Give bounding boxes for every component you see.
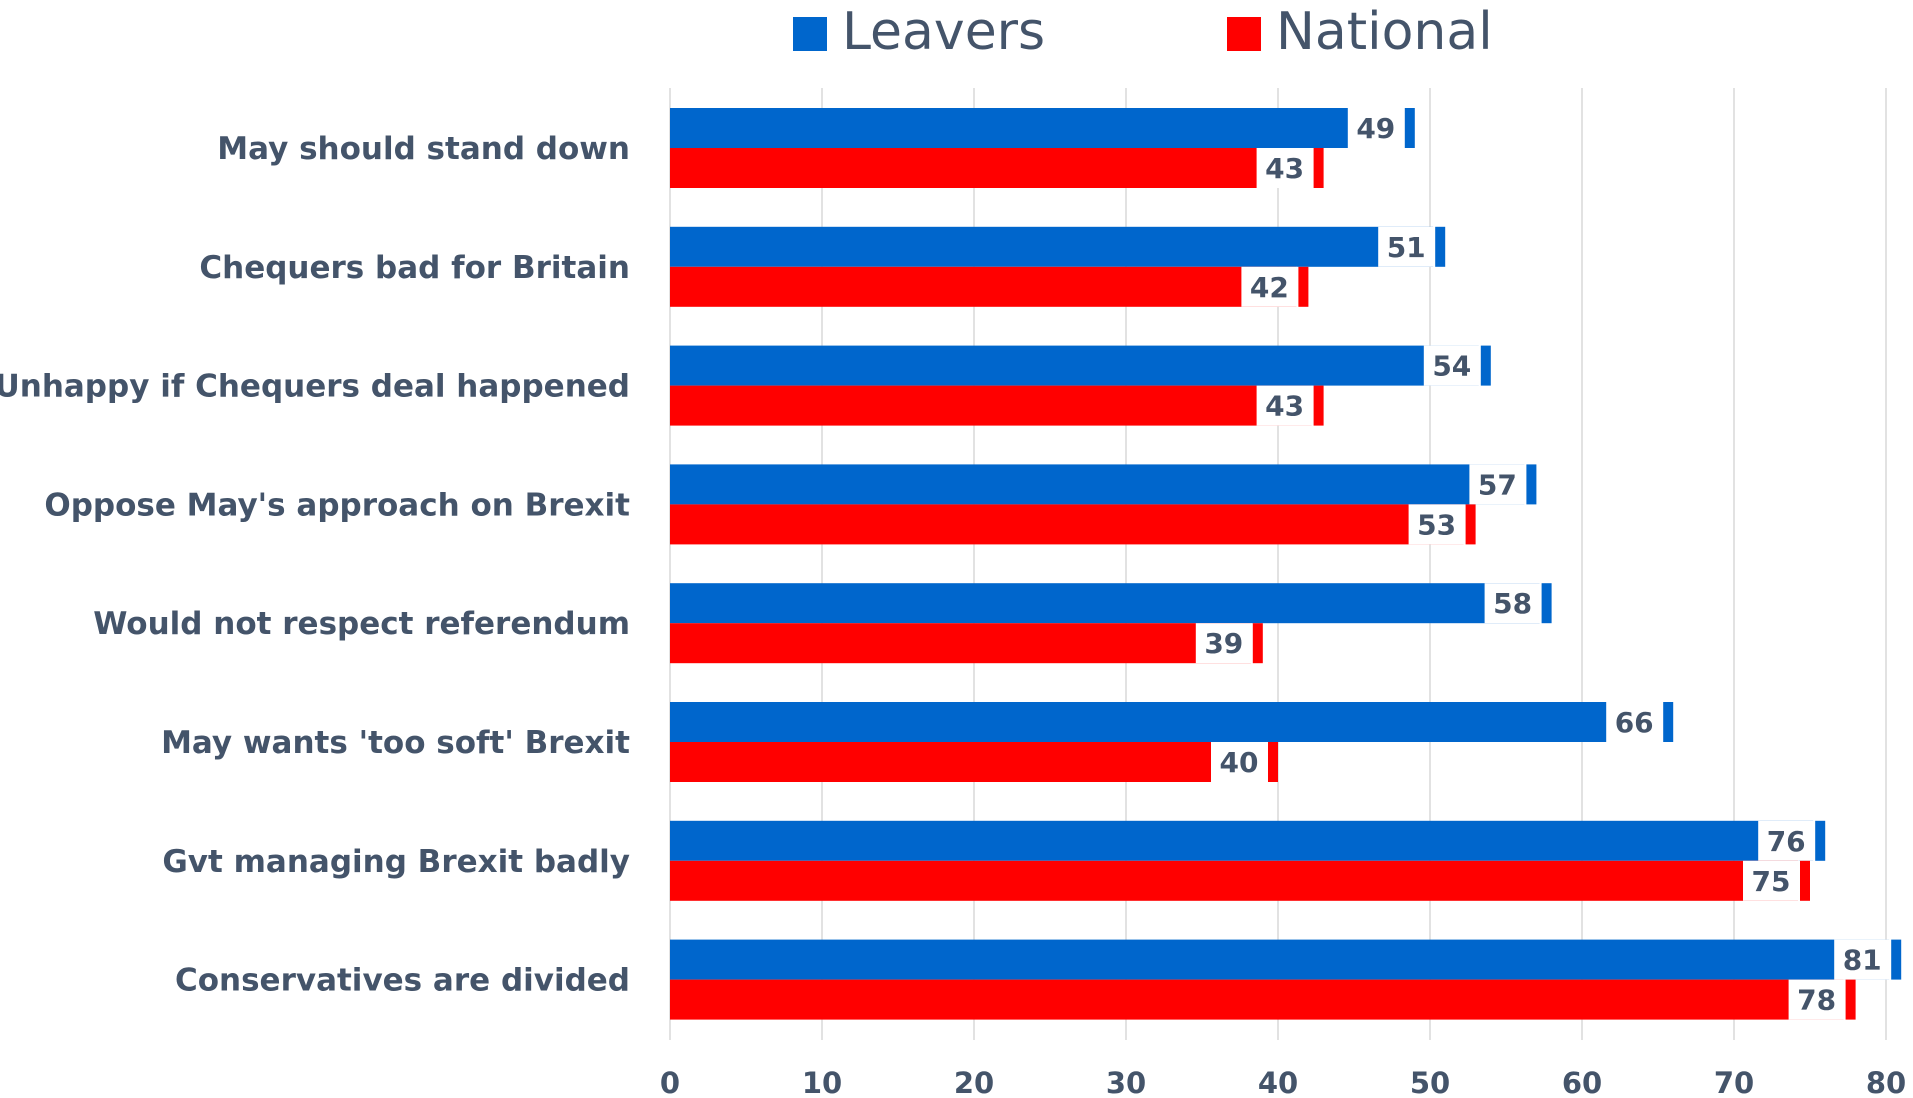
x-tick-label-30: 30 — [1106, 1066, 1146, 1098]
x-tick-label-0: 0 — [660, 1066, 680, 1098]
data-label-leavers: 49 — [1356, 112, 1395, 145]
legend: Leavers National — [793, 2, 1493, 62]
bar-end-marker-leavers — [1526, 464, 1537, 505]
legend-swatch-leavers — [793, 17, 827, 51]
x-tick-labels: 0 10 20 30 40 50 60 70 80 — [660, 1066, 1906, 1098]
bar-end-marker-leavers — [1404, 108, 1415, 148]
bar-national — [670, 742, 1266, 782]
category-label: Unhappy if Chequers deal happened — [0, 369, 630, 405]
bar-leavers — [670, 345, 1479, 386]
bar-end-marker-national — [1298, 266, 1309, 307]
data-label-bg-national — [1256, 148, 1313, 188]
category-label: May wants 'too soft' Brexit — [161, 725, 630, 761]
data-label-national: 43 — [1265, 152, 1304, 185]
data-label-bg-national — [1241, 266, 1298, 307]
data-label-bg-leavers — [1423, 345, 1480, 386]
data-label-bg-leavers — [1469, 464, 1526, 505]
legend-label-national: National — [1276, 2, 1493, 62]
bar-leavers — [670, 939, 1890, 980]
bar-national — [670, 979, 1844, 1020]
data-label-bg-leavers — [1378, 226, 1435, 267]
data-label-bg-leavers — [1347, 108, 1404, 148]
bar-end-marker-national — [1465, 504, 1476, 545]
bar-end-marker-leavers — [1815, 820, 1826, 861]
data-label-bg-leavers — [1484, 583, 1541, 624]
x-tick-label-40: 40 — [1258, 1066, 1298, 1098]
data-label-bg-leavers — [1758, 820, 1815, 861]
category-label: Would not respect referendum — [93, 606, 630, 642]
bar-end-marker-leavers — [1541, 583, 1552, 624]
bar-national — [670, 266, 1297, 307]
legend-swatch-national — [1227, 17, 1261, 51]
x-tick-label-20: 20 — [954, 1066, 994, 1098]
data-label-bg-leavers — [1606, 702, 1663, 742]
category-label: Chequers bad for Britain — [199, 250, 630, 286]
data-label-leavers: 66 — [1615, 706, 1654, 739]
category-labels: May should stand down Chequers bad for Br… — [0, 131, 630, 999]
bar-national — [670, 504, 1464, 545]
bar-end-marker-national — [1845, 979, 1856, 1020]
data-label-leavers: 57 — [1478, 468, 1517, 501]
bar-end-marker-leavers — [1480, 345, 1491, 386]
category-label: Oppose May's approach on Brexit — [44, 487, 630, 523]
data-label-bg-national — [1195, 623, 1252, 664]
bar-leavers — [670, 702, 1662, 742]
data-label-bg-national — [1211, 742, 1267, 782]
bar-leavers — [670, 108, 1403, 148]
bar-leavers — [670, 583, 1540, 624]
data-label-national: 78 — [1797, 984, 1836, 1017]
bar-national — [670, 148, 1312, 188]
bar-leavers — [670, 820, 1814, 861]
x-tick-label-60: 60 — [1562, 1066, 1602, 1098]
data-label-national: 53 — [1417, 508, 1456, 541]
data-label-bg-national — [1256, 385, 1313, 426]
bar-end-marker-national — [1800, 860, 1810, 901]
data-label-national: 40 — [1220, 746, 1259, 779]
data-label-bg-national — [1788, 979, 1845, 1020]
x-tick-label-70: 70 — [1714, 1066, 1754, 1098]
bar-national — [670, 860, 1798, 901]
category-label: Conservatives are divided — [175, 963, 630, 999]
x-tick-label-80: 80 — [1866, 1066, 1906, 1098]
bar-leavers — [670, 226, 1434, 267]
legend-label-leavers: Leavers — [842, 2, 1045, 62]
bar-end-marker-leavers — [1435, 226, 1446, 267]
x-tick-label-10: 10 — [802, 1066, 842, 1098]
bar-end-marker-national — [1313, 385, 1324, 426]
data-label-leavers: 76 — [1767, 825, 1806, 858]
bar-end-marker-leavers — [1663, 702, 1674, 742]
x-tick-label-50: 50 — [1410, 1066, 1450, 1098]
bar-national — [670, 385, 1312, 426]
data-label-national: 75 — [1752, 865, 1791, 898]
bar-end-marker-leavers — [1891, 939, 1902, 980]
data-label-national: 39 — [1204, 627, 1243, 660]
bar-leavers — [670, 464, 1525, 505]
data-label-bg-national — [1743, 860, 1799, 901]
data-label-leavers: 58 — [1493, 587, 1532, 620]
bar-national — [670, 623, 1251, 664]
bar-end-marker-national — [1252, 623, 1263, 664]
data-label-national: 43 — [1265, 390, 1304, 423]
data-label-leavers: 54 — [1432, 350, 1471, 383]
category-label: Gvt managing Brexit badly — [162, 844, 630, 880]
data-label-national: 42 — [1250, 271, 1289, 304]
data-label-leavers: 81 — [1843, 944, 1882, 977]
data-label-leavers: 51 — [1387, 231, 1426, 264]
category-label: May should stand down — [217, 131, 630, 167]
bar-end-marker-national — [1268, 742, 1278, 782]
data-label-bg-leavers — [1834, 939, 1891, 980]
data-label-bg-national — [1408, 504, 1465, 545]
bar-end-marker-national — [1313, 148, 1324, 188]
